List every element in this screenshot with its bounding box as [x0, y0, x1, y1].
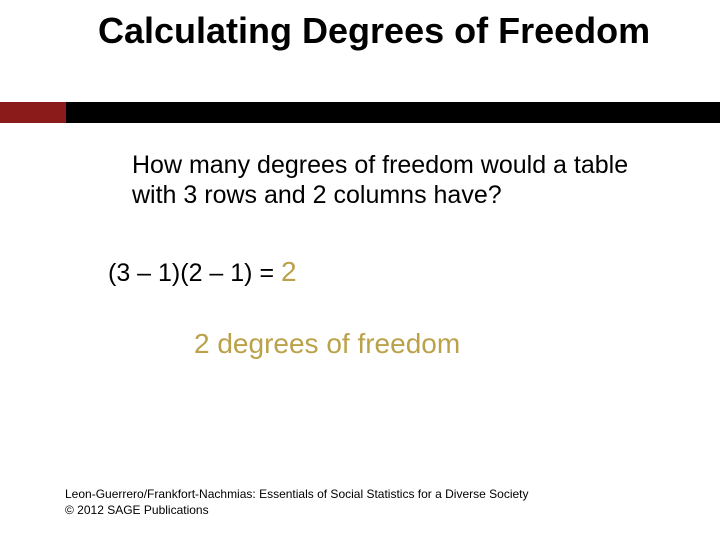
slide: Calculating Degrees of Freedom How many …	[0, 0, 720, 540]
slide-title: Calculating Degrees of Freedom	[98, 10, 658, 51]
slide-body: How many degrees of freedom would a tabl…	[132, 150, 662, 360]
calculation-result: 2	[281, 256, 297, 287]
calculation-row: (3 – 1)(2 – 1) = 2	[108, 256, 662, 288]
accent-bar-black	[0, 102, 720, 123]
footer: Leon-Guerrero/Frankfort-Nachmias: Essent…	[65, 487, 529, 518]
calculation-expression: (3 – 1)(2 – 1) =	[108, 259, 281, 287]
question-text: How many degrees of freedom would a tabl…	[132, 150, 662, 210]
accent-bar-red	[0, 102, 66, 123]
footer-line-2: © 2012 SAGE Publications	[65, 503, 529, 519]
answer-text: 2 degrees of freedom	[194, 328, 662, 360]
footer-line-1: Leon-Guerrero/Frankfort-Nachmias: Essent…	[65, 487, 529, 503]
